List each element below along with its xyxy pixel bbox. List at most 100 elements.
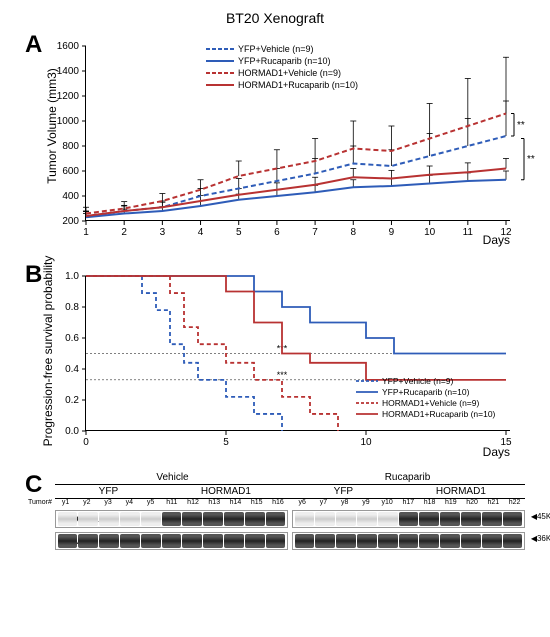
blot-band [266,512,286,526]
blot-band [440,534,460,548]
svg-text:0.2: 0.2 [65,395,79,406]
blot-container: VehicleRucaparibYFPHORMAD1YFPHORMAD1Tumo… [55,471,525,550]
svg-text:11: 11 [463,227,474,238]
tumor-id: h19 [440,499,461,506]
blot-band [295,534,315,548]
tumor-id: y7 [313,499,334,506]
svg-text:12: 12 [500,227,512,238]
blot-band [399,534,419,548]
blot-band [182,512,202,526]
svg-text:0.6: 0.6 [65,333,79,344]
blot-band [378,512,398,526]
svg-text:0.8: 0.8 [65,302,79,313]
tumor-id: h15 [246,499,267,506]
svg-text:0.4: 0.4 [65,364,79,375]
tumor-id: y1 [55,499,76,506]
construct-label: YFP [290,485,397,499]
blot-band [399,512,419,526]
blot-band [419,512,439,526]
tumor-id: y4 [119,499,140,506]
blot-band [203,534,223,548]
blot-band [419,534,439,548]
svg-text:**: ** [517,120,525,131]
blot-band [182,534,202,548]
svg-text:200: 200 [62,216,79,227]
blot-band [461,512,481,526]
svg-text:YFP+Rucaparib (n=10): YFP+Rucaparib (n=10) [382,387,470,397]
blot-band [99,534,119,548]
tumor-id: h13 [204,499,225,506]
tumor-id: h18 [419,499,440,506]
svg-text:1000: 1000 [57,116,80,127]
blot-band [120,534,140,548]
svg-text:400: 400 [62,191,79,202]
blot-band [315,512,335,526]
svg-text:0.0: 0.0 [65,426,79,437]
tumor-id: h22 [504,499,525,506]
blot-band [315,534,335,548]
blot-section [55,510,288,528]
blot-section [292,510,525,528]
tumor-id: h14 [225,499,246,506]
tumor-label: Tumor# [28,499,52,506]
tumor-id: y6 [292,499,313,506]
blot-band [357,534,377,548]
blot-band [440,512,460,526]
svg-text:**: ** [527,154,535,165]
treatment-label: Rucaparib [290,471,525,485]
tumor-id: h20 [461,499,482,506]
blot-band [120,512,140,526]
construct-label: HORMAD1 [162,485,290,499]
tumor-id: h21 [483,499,504,506]
svg-text:15: 15 [500,437,512,448]
svg-text:6: 6 [274,227,280,238]
blot-band [336,534,356,548]
chart-a-area: 2004006008001000120014001600123456789101… [85,46,510,221]
svg-text:HORMAD1+Vehicle (n=9): HORMAD1+Vehicle (n=9) [238,68,341,78]
blot-band [482,512,502,526]
svg-text:800: 800 [62,141,79,152]
tumor-id: y9 [355,499,376,506]
size-marker: ◀36KD [531,534,550,543]
blot-band [162,512,182,526]
blot-band [461,534,481,548]
svg-text:0: 0 [83,437,89,448]
construct-label: YFP [55,485,162,499]
blot-band [224,512,244,526]
svg-text:8: 8 [350,227,356,238]
blot-band [141,534,161,548]
svg-text:5: 5 [223,437,229,448]
svg-text:1: 1 [83,227,89,238]
tumor-id: y5 [140,499,161,506]
blot-band [503,512,523,526]
blot-band [245,534,265,548]
blot-band [336,512,356,526]
chart-b-area: 0.00.20.40.60.81.0051015******YFP+Vehicl… [85,276,510,431]
svg-text:HORMAD1+Rucaparib (n=10): HORMAD1+Rucaparib (n=10) [238,80,358,90]
svg-text:1.0: 1.0 [65,271,79,282]
panel-a: A Tumor Volume (mm3) Days 20040060080010… [10,31,540,251]
tumor-id: h11 [161,499,182,506]
svg-text:YFP+Vehicle (n=9): YFP+Vehicle (n=9) [382,376,454,386]
svg-text:3: 3 [160,227,166,238]
svg-text:1600: 1600 [57,41,80,52]
panel-b-label: B [25,261,42,289]
blot-band [203,512,223,526]
figure-title: BT20 Xenograft [10,10,540,26]
blot-band [58,534,78,548]
svg-text:5: 5 [236,227,242,238]
svg-text:10: 10 [360,437,372,448]
treatment-label: Vehicle [55,471,290,485]
tumor-id: y2 [76,499,97,506]
svg-text:HORMAD1+Vehicle (n=9): HORMAD1+Vehicle (n=9) [382,398,479,408]
tumor-id: h12 [182,499,203,506]
blot-band [58,512,78,526]
svg-text:1400: 1400 [57,66,80,77]
svg-text:***: *** [277,370,288,380]
blot-band [482,534,502,548]
blot-band [78,512,98,526]
size-marker: ◀45KD [531,512,550,521]
panel-b: B Progression-free survival probability … [10,261,540,461]
blot-band [357,512,377,526]
svg-text:2: 2 [121,227,127,238]
